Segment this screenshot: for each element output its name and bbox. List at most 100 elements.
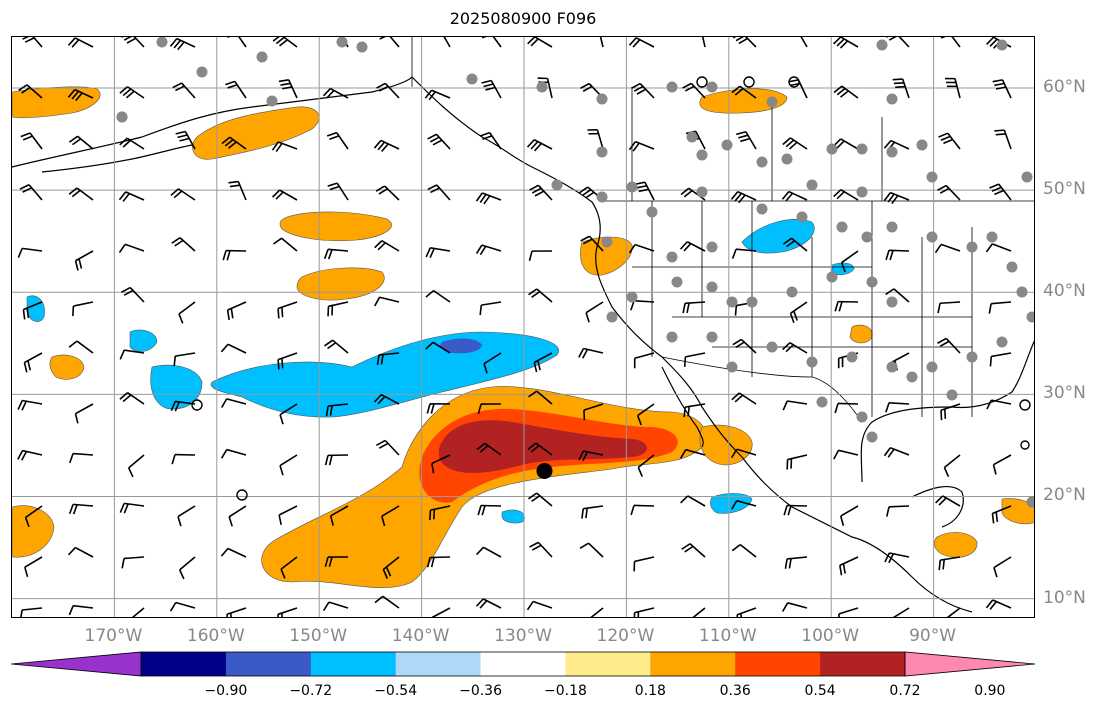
station-dot [886,221,898,233]
map-panel [11,36,1035,618]
station-dot [706,81,718,93]
wind-barb [583,403,604,421]
station-dot [1006,261,1018,273]
wind-barb [526,600,553,611]
colorbar-outline [140,651,906,677]
wind-barb [221,136,247,150]
wind-barb [528,390,553,405]
gridlines [12,37,1034,617]
wind-barb [630,299,655,311]
station-dot [336,37,348,48]
wind-barb [121,37,145,48]
station-dot [266,95,278,107]
station-dot [816,396,828,408]
colorbar-tick-label: 0.90 [974,683,1006,699]
station-dot [671,276,683,288]
wind-barb [376,352,400,365]
wind-barb [169,37,196,51]
wind-barb [279,403,298,425]
anomaly-region [440,338,482,354]
wind-barb [883,191,910,205]
station-dot [756,203,768,215]
wind-barb [679,448,706,459]
colorbar-extend-high [904,651,1035,677]
wind-barb [731,392,757,405]
wind-barb [379,37,400,48]
map-title: 2025080900 F096 [449,9,597,28]
wind-barb [782,400,808,411]
station-dot [626,291,638,303]
wind-barb [69,452,94,464]
station-dot [766,341,778,353]
wind-barb [633,607,655,617]
open-circle-marker [696,76,708,88]
wind-barb [527,37,553,48]
open-circle-marker [788,76,800,88]
station-dot [826,143,838,155]
wind-barb [17,449,43,461]
wind-barb [23,352,43,373]
station-dot [696,186,708,198]
station-dot [686,131,698,143]
wind-barb [630,504,655,516]
wind-barb [481,37,502,48]
anomaly-region [129,329,158,352]
wind-barb [427,133,451,150]
wind-barb [533,352,553,373]
anomaly-region [501,509,525,524]
wind-barb [177,505,196,527]
wind-barb [20,607,43,617]
coastline-yucatan [911,485,964,528]
station-dot [856,411,868,423]
wind-barb [374,296,400,307]
wind-barb [431,607,451,617]
colorbar-tick-label: −0.54 [374,683,418,699]
wind-barb [322,601,349,612]
anomaly-shading [12,86,1034,588]
wind-barb [985,599,1012,610]
station-dot [696,149,708,161]
wind-barb [228,505,247,527]
wind-barb [475,546,502,558]
anomaly-region [1001,498,1034,525]
wind-barb [18,84,43,99]
wind-barb [692,607,706,617]
wind-barb [581,505,604,519]
wind-barb [884,552,910,564]
station-dot [596,191,608,203]
wind-barb [886,37,910,48]
wind-barb [681,543,706,558]
wind-barb [373,139,400,152]
wind-barb [732,338,757,354]
wind-barb [528,288,553,303]
station-dot [766,96,778,108]
wind-barb [789,301,808,324]
wind-barb [227,37,247,48]
colorbar-tick-label: 0.18 [634,683,666,699]
wind-barb [67,546,94,558]
wind-barb [634,181,655,201]
wind-barb [171,453,196,465]
wind-barb [271,141,298,153]
wind-barb [119,392,145,405]
lat-tick-label: 40°N [1043,281,1086,302]
station-dot [196,66,208,78]
wind-barb [277,301,298,319]
wind-barb [631,82,655,99]
colorbar-segment [650,652,736,676]
wind-barb [323,248,349,260]
wind-barb [937,301,961,314]
station-dot [156,37,168,48]
wind-barb [272,237,298,252]
wind-barb [17,399,43,411]
wind-barb [788,79,808,99]
wind-barb [834,300,859,312]
wind-barb [228,180,247,201]
anomaly-region [849,324,873,344]
station-dot [996,336,1008,348]
wind-barb [935,495,961,507]
lat-tick-label: 20°N [1043,485,1086,506]
lon-tick-label: 170°W [84,626,143,646]
wind-barb [220,343,247,354]
station-dot [601,236,613,248]
